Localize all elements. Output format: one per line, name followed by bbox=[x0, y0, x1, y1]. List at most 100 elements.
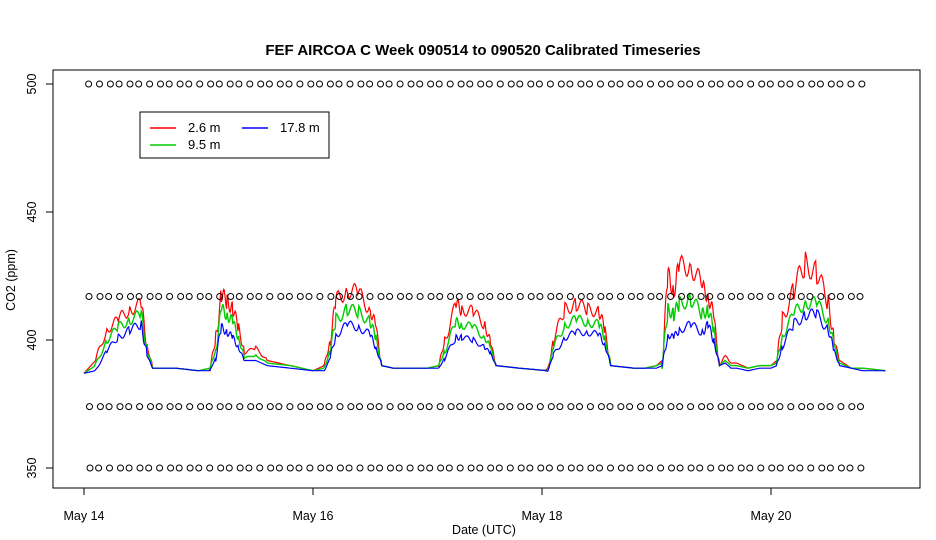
calibration-marker bbox=[677, 80, 685, 88]
calibration-marker bbox=[396, 80, 404, 88]
calibration-marker bbox=[737, 464, 745, 472]
calibration-marker bbox=[505, 293, 513, 300]
calibration-marker bbox=[676, 464, 684, 472]
calibration-marker bbox=[567, 403, 575, 411]
calibration-marker bbox=[636, 80, 644, 88]
calibration-marker bbox=[667, 403, 675, 411]
calibration-marker bbox=[467, 464, 475, 472]
calibration-marker bbox=[385, 80, 393, 88]
calibration-marker bbox=[516, 293, 524, 300]
calibration-marker bbox=[176, 80, 184, 88]
calibration-marker bbox=[397, 293, 404, 300]
calibration-marker bbox=[786, 293, 794, 300]
series-line-17-8-m bbox=[83, 308, 886, 374]
calibration-marker bbox=[305, 293, 313, 300]
calibration-marker bbox=[486, 403, 494, 411]
calibration-marker bbox=[477, 80, 485, 88]
calibration-marker bbox=[737, 403, 745, 411]
calibration-marker bbox=[857, 464, 865, 472]
calibration-marker bbox=[377, 80, 384, 88]
calibration-marker bbox=[316, 80, 323, 88]
calibration-marker bbox=[557, 80, 565, 88]
calibration-marker bbox=[826, 464, 834, 472]
calibration-marker bbox=[836, 80, 844, 88]
calibration-marker bbox=[296, 293, 304, 300]
calibration-marker bbox=[96, 80, 103, 88]
calibration-marker bbox=[617, 464, 625, 472]
calibration-marker bbox=[227, 293, 235, 300]
calibration-marker bbox=[175, 403, 183, 411]
calibration-marker bbox=[826, 403, 834, 411]
calibration-marker bbox=[816, 80, 824, 88]
calibration-marker bbox=[226, 80, 234, 88]
calibration-marker bbox=[447, 403, 455, 411]
calibration-marker bbox=[668, 464, 675, 472]
calibration-marker bbox=[768, 464, 776, 472]
calibration-marker bbox=[646, 464, 654, 472]
calibration-marker bbox=[607, 80, 615, 88]
calibration-marker bbox=[517, 464, 525, 472]
calibration-marker bbox=[437, 464, 445, 472]
calibration-marker bbox=[445, 464, 453, 472]
calibration-marker bbox=[127, 293, 134, 300]
calibration-marker bbox=[787, 464, 795, 472]
calibration-marker bbox=[406, 403, 414, 411]
calibration-marker bbox=[125, 464, 133, 472]
calibration-marker bbox=[566, 80, 574, 88]
calibration-marker bbox=[507, 80, 515, 88]
calibration-marker bbox=[536, 403, 544, 411]
calibration-marker bbox=[205, 293, 213, 300]
calibration-marker bbox=[487, 464, 495, 472]
calibration-marker bbox=[486, 293, 494, 300]
calibration-marker bbox=[167, 464, 175, 472]
calibration-marker bbox=[676, 403, 684, 411]
calibration-marker bbox=[397, 403, 405, 411]
calibration-marker bbox=[235, 80, 243, 88]
calibration-marker bbox=[466, 293, 474, 300]
calibration-marker bbox=[336, 403, 344, 411]
calibration-marker bbox=[146, 293, 154, 300]
calibration-marker bbox=[516, 80, 524, 88]
calibration-marker bbox=[426, 464, 434, 472]
calibration-marker bbox=[125, 403, 133, 411]
x-tick-label: May 16 bbox=[293, 509, 334, 523]
calibration-marker bbox=[686, 80, 694, 88]
calibration-marker bbox=[475, 403, 483, 411]
calibration-marker bbox=[647, 80, 654, 88]
calibration-marker bbox=[506, 403, 514, 411]
calibration-marker bbox=[586, 80, 593, 88]
calibration-marker bbox=[525, 403, 533, 411]
calibration-marker bbox=[177, 293, 185, 300]
calibration-marker bbox=[697, 293, 705, 300]
calibration-marker bbox=[497, 403, 505, 411]
calibration-marker bbox=[377, 293, 385, 300]
calibration-marker bbox=[716, 80, 724, 88]
calibration-marker bbox=[586, 403, 594, 411]
calibration-marker bbox=[106, 464, 113, 472]
legend: 2.6 m 9.5 m 17.8 m bbox=[139, 111, 330, 159]
calibration-marker bbox=[817, 403, 825, 411]
calibration-marker bbox=[596, 464, 603, 472]
calibration-marker bbox=[556, 464, 564, 472]
calibration-marker bbox=[217, 464, 225, 472]
calibration-marker bbox=[748, 403, 756, 411]
calibration-marker bbox=[806, 293, 814, 300]
calibration-marker bbox=[285, 293, 293, 300]
calibration-marker bbox=[667, 293, 675, 300]
y-tick-label: 500 bbox=[25, 74, 39, 95]
calibration-marker bbox=[115, 80, 123, 88]
calibration-marker bbox=[345, 464, 353, 472]
calibration-marker bbox=[706, 293, 714, 300]
calibration-marker bbox=[696, 464, 704, 472]
calibration-marker bbox=[786, 80, 794, 88]
calibration-marker bbox=[325, 403, 333, 411]
calibration-marker bbox=[797, 293, 805, 300]
calibration-marker bbox=[336, 293, 343, 300]
calibration-marker bbox=[155, 403, 163, 411]
calibration-marker bbox=[286, 464, 294, 472]
calibration-marker bbox=[687, 403, 695, 411]
calibration-marker bbox=[356, 464, 364, 472]
calibration-marker bbox=[796, 464, 804, 472]
calibration-marker bbox=[185, 80, 193, 88]
